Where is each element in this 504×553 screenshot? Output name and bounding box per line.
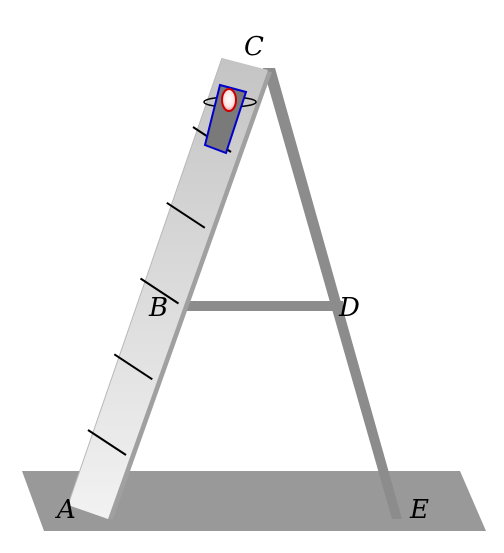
label-point-B: B: [148, 293, 168, 323]
ground-plane: [22, 471, 486, 531]
ladder-rung: [139, 277, 180, 305]
label-point-C: C: [244, 32, 264, 62]
label-point-A: A: [55, 495, 76, 525]
label-point-D: D: [338, 293, 360, 323]
segment-BD: [180, 301, 343, 311]
ladder-rung: [166, 201, 206, 229]
hanging-device-icon: [203, 83, 257, 155]
ladder-front-face: [68, 58, 268, 519]
label-point-E: E: [409, 495, 429, 525]
segment-CE: [263, 68, 402, 519]
ladder-rung: [87, 429, 127, 456]
ladder-rung: [113, 353, 153, 381]
